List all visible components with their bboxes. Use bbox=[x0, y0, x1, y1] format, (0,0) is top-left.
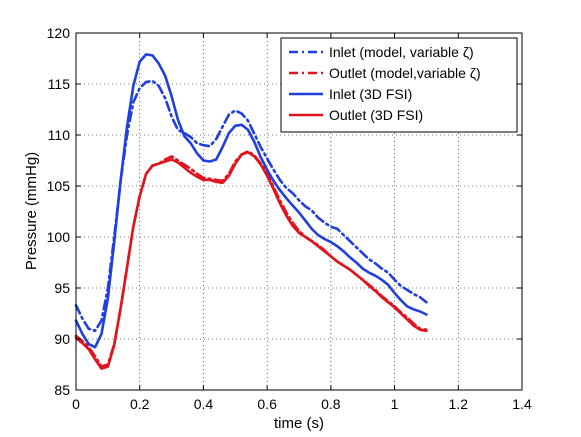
series-layer bbox=[74, 53, 428, 370]
plot-frame bbox=[75, 32, 523, 391]
legend: Inlet (model, variable ζ) Outlet (model,v… bbox=[280, 37, 518, 133]
x-axis-title: time (s) bbox=[274, 415, 324, 432]
x-tick-label: 1 bbox=[391, 396, 399, 412]
y-tick-label: 95 bbox=[54, 280, 70, 296]
y-tick-label: 120 bbox=[47, 25, 71, 41]
legend-box bbox=[280, 37, 518, 133]
series-line-2 bbox=[74, 53, 428, 349]
y-tick-label: 110 bbox=[48, 127, 71, 143]
legend-label-1: Outlet (model,variable ζ) bbox=[329, 65, 481, 81]
x-tick-label: 0.2 bbox=[130, 396, 150, 412]
y-tick-label: 100 bbox=[47, 229, 71, 245]
series-line-3 bbox=[74, 151, 428, 370]
legend-label-0: Inlet (model, variable ζ) bbox=[329, 44, 474, 60]
y-tick-label: 85 bbox=[54, 382, 70, 398]
y-tick-label: 90 bbox=[54, 331, 70, 347]
x-tick-label: 1.4 bbox=[512, 396, 532, 412]
axis-ticks: 0 0.2 0.4 0.6 0.8 1 1.2 1.4 85 90 95 100 105 110 115 12… bbox=[47, 25, 532, 412]
x-tick-label: 0.8 bbox=[321, 396, 341, 412]
x-tick-label: 0.4 bbox=[194, 396, 214, 412]
y-tick-label: 105 bbox=[47, 178, 71, 194]
legend-label-2: Inlet (3D FSI) bbox=[329, 86, 412, 102]
x-tick-label: 0 bbox=[72, 396, 80, 412]
legend-label-3: Outlet (3D FSI) bbox=[329, 107, 423, 123]
x-tick-label: 1.2 bbox=[449, 396, 469, 412]
y-tick-label: 115 bbox=[48, 76, 71, 92]
x-tick-label: 0.6 bbox=[257, 396, 277, 412]
y-axis-title: Pressure (mmHg) bbox=[23, 152, 40, 270]
series-line-0 bbox=[74, 79, 428, 333]
